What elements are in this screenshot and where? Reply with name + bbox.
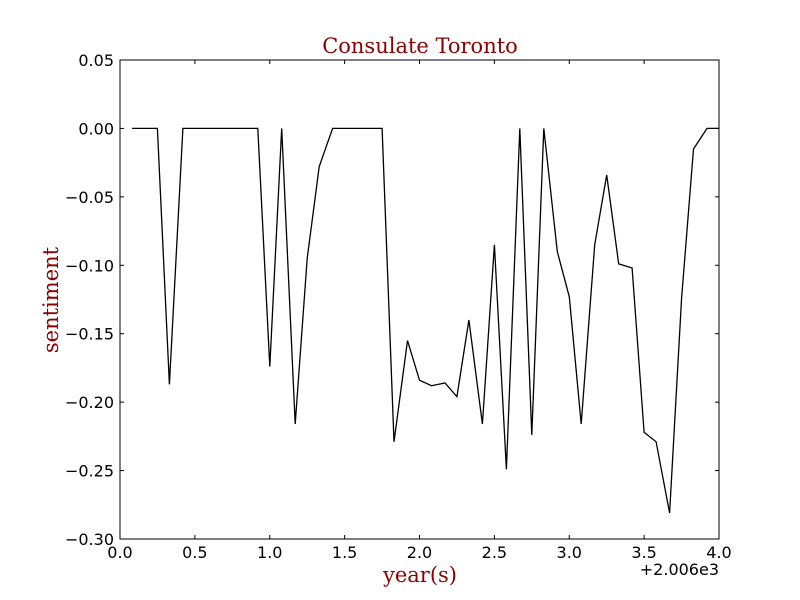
- series-line: [132, 127, 719, 514]
- x-tick-label: 3.0: [557, 543, 582, 562]
- x-tick-label: 1.0: [257, 543, 282, 562]
- y-tick-label: 0.00: [78, 119, 114, 138]
- x-tick-label: 1.5: [332, 543, 357, 562]
- x-tick-label: 2.0: [407, 543, 432, 562]
- x-axis-label: year(s): [382, 563, 457, 587]
- y-tick-label: −0.20: [65, 393, 114, 412]
- x-tick-label: 0.0: [107, 543, 132, 562]
- y-tick-label: −0.05: [65, 188, 114, 207]
- y-tick-label: −0.10: [65, 256, 114, 275]
- y-tick-label: −0.25: [65, 462, 114, 481]
- x-tick-label: 2.5: [482, 543, 507, 562]
- x-tick-label: 4.0: [706, 543, 731, 562]
- x-tick-label: 0.5: [182, 543, 207, 562]
- y-tick-label: 0.05: [78, 51, 114, 70]
- plot-frame: [119, 59, 720, 540]
- chart-title: Consulate Toronto: [322, 34, 518, 58]
- plot-area: 0.0 0.5 1.0 1.5 2.0 2.5 3.0 3.5 4.0 0.05 0.00 −0.05…: [65, 51, 732, 562]
- x-tick-label: 3.5: [631, 543, 656, 562]
- y-tick-label: −0.15: [65, 325, 114, 344]
- y-tick-label: −0.30: [65, 530, 114, 549]
- x-axis-offset-label: +2.006e3: [640, 560, 719, 579]
- y-axis-label: sentiment: [39, 246, 63, 353]
